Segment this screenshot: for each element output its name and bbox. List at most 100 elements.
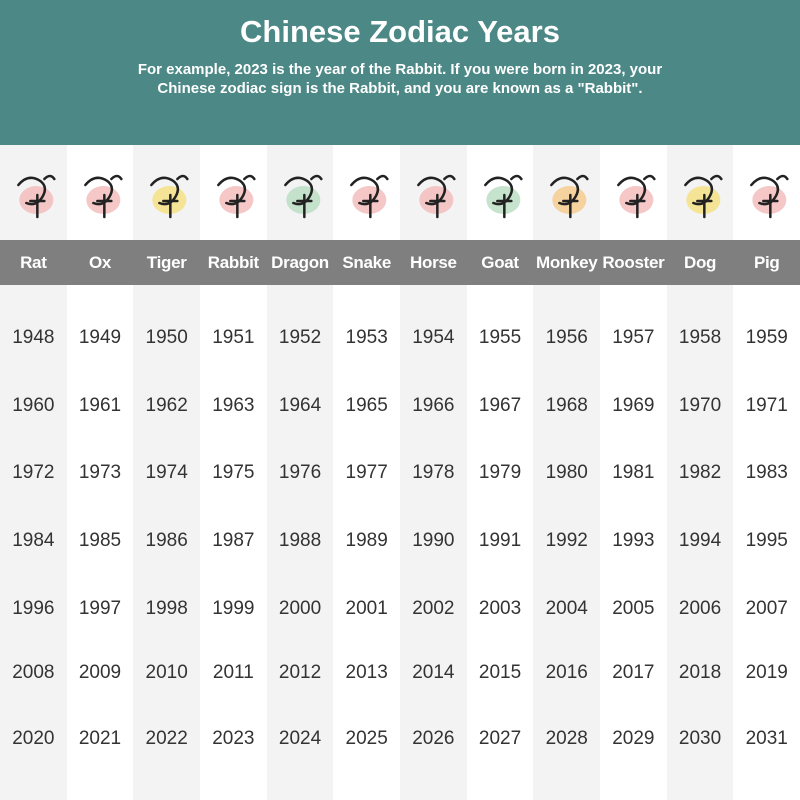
year: 1988 [278,530,322,551]
year: 2028 [545,728,588,749]
year: 1949 [78,327,122,348]
column-name: Rabbit [200,240,267,285]
year: 2008 [12,662,55,683]
year: 1950 [145,327,188,348]
year: 1972 [12,462,55,483]
year: 2030 [678,728,722,749]
column: Goat 1955 1967 1979 1991 2003 2015 2027 [466,145,534,800]
year: 2020 [12,728,55,749]
year: 1968 [545,395,588,416]
year: 1983 [745,462,788,483]
year: 1967 [478,395,522,416]
year: 2003 [478,598,522,619]
year: 2004 [545,598,588,619]
column-name: Tiger [133,240,201,285]
column-name: Goat [466,240,534,285]
zodiac-table: Rat 1948 1960 1972 1984 1996 2008 2020 Ox 1949 196… [0,145,800,800]
year: 1970 [678,395,722,416]
year: 1989 [345,530,388,551]
year: 2014 [412,662,455,683]
column: Dog 1958 1970 1982 1994 2006 2018 2030 [666,145,734,800]
subtitle-line: For example, 2023 is the year of the Rab… [137,61,663,78]
year: 1966 [412,395,455,416]
year: 2019 [745,662,788,683]
year: 1982 [678,462,722,483]
column-name: Horse [400,240,467,285]
year: 1984 [12,530,55,551]
subtitle-line: Chinese zodiac sign is the Rabbit, and y… [157,80,643,97]
header: Chinese Zodiac Years For example, 2023 i… [0,0,800,145]
column: Dragon 1952 1964 1976 1988 2000 2012 2024 [266,145,334,800]
year: 2026 [412,728,455,749]
year: 1961 [78,395,122,416]
year: 2027 [478,728,522,749]
year: 2017 [612,662,655,683]
year: 2013 [345,662,388,683]
year: 1955 [478,327,522,348]
year: 1986 [145,530,188,551]
year: 1975 [212,462,255,483]
year: 1951 [212,327,255,348]
column: Rabbit 1951 1963 1975 1987 1999 2011 2023 [200,145,267,800]
zodiac-icon [750,174,789,219]
year: 1965 [345,395,388,416]
column-name: Dog [666,240,734,285]
zodiac-icon [17,174,56,219]
year: 2006 [678,598,722,619]
year: 1981 [612,462,655,483]
zodiac-icon [617,174,656,219]
year: 1971 [745,395,788,416]
year: 1973 [78,462,122,483]
year: 2018 [678,662,722,683]
year: 1969 [612,395,655,416]
column: Monkey 1956 1968 1980 1992 2004 2016 2028 [533,145,601,800]
year: 2025 [345,728,388,749]
year: 1996 [12,598,55,619]
zodiac-icon [683,174,723,219]
year: 1993 [612,530,655,551]
year: 2011 [212,662,254,683]
zodiac-icon [83,174,123,219]
year: 1964 [278,395,322,416]
column-name: Rooster [600,240,667,285]
year: 1998 [145,598,188,619]
column: Tiger 1950 1962 1974 1986 1998 2010 2022 [133,145,201,800]
year: 1992 [545,530,588,551]
year: 2023 [212,728,255,749]
year: 1954 [412,327,455,348]
column: Snake 1953 1965 1977 1989 2001 2013 2025 [333,145,401,800]
column: Horse 1954 1966 1978 1990 2002 2014 2026 [400,145,467,800]
zodiac-icon [483,174,523,219]
year: 2012 [278,662,322,683]
year: 1977 [345,462,388,483]
column-name: Snake [333,240,401,285]
subtitle: For example, 2023 is the year of the Rab… [0,60,800,98]
year: 1999 [212,598,255,619]
column-name: Ox [66,240,134,285]
year: 1994 [678,530,722,551]
column-name: Monkey [533,240,601,285]
title: Chinese Zodiac Years [240,14,560,49]
year: 2001 [345,598,388,619]
year: 1952 [278,327,322,348]
year: 1995 [745,530,788,551]
year: 1959 [745,327,788,348]
year: 1991 [478,530,522,551]
column-name: Dragon [266,240,334,285]
year: 1978 [412,462,455,483]
year: 1960 [12,395,55,416]
year: 2024 [278,728,322,749]
year: 2002 [412,598,455,619]
year: 2005 [612,598,655,619]
year: 2000 [278,598,322,619]
year: 2015 [478,662,522,683]
year: 1953 [345,327,388,348]
year: 2007 [745,598,788,619]
column-name: Pig [733,240,800,285]
year: 2021 [78,728,122,749]
year: 2022 [145,728,188,749]
year: 1956 [545,327,588,348]
year: 1948 [12,327,55,348]
year: 1958 [678,327,722,348]
zodiac-icon [350,174,389,219]
